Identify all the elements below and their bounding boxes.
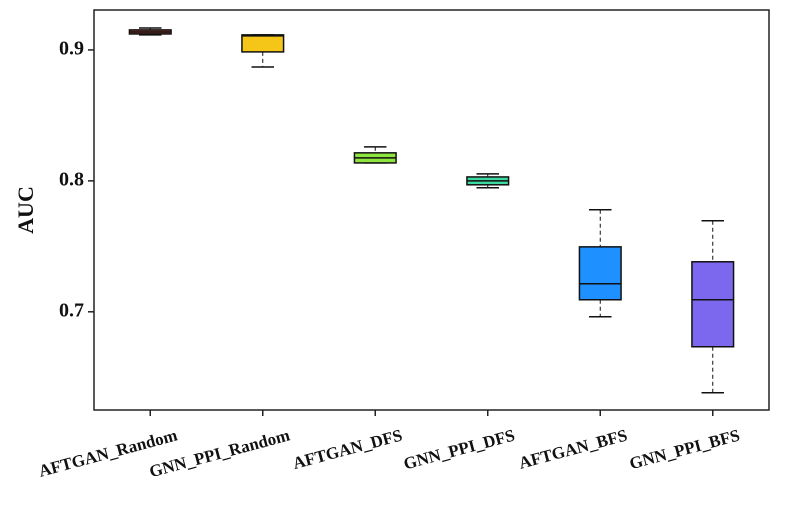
plot-frame	[93, 9, 770, 411]
x-tick-label: GNN_PPI_BFS	[627, 426, 741, 474]
y-axis-label: AUC	[13, 186, 38, 234]
y-tick-label: 0.9	[59, 38, 84, 60]
x-tick-label: GNN_PPI_DFS	[401, 426, 516, 474]
y-tick-label: 0.7	[59, 299, 84, 321]
y-tick-label: 0.8	[59, 168, 84, 190]
box	[578, 246, 622, 301]
box	[691, 261, 735, 348]
box	[241, 34, 285, 53]
x-tick-label: AFTGAN_DFS	[291, 426, 404, 473]
x-tick-label: AFTGAN_BFS	[517, 426, 630, 473]
